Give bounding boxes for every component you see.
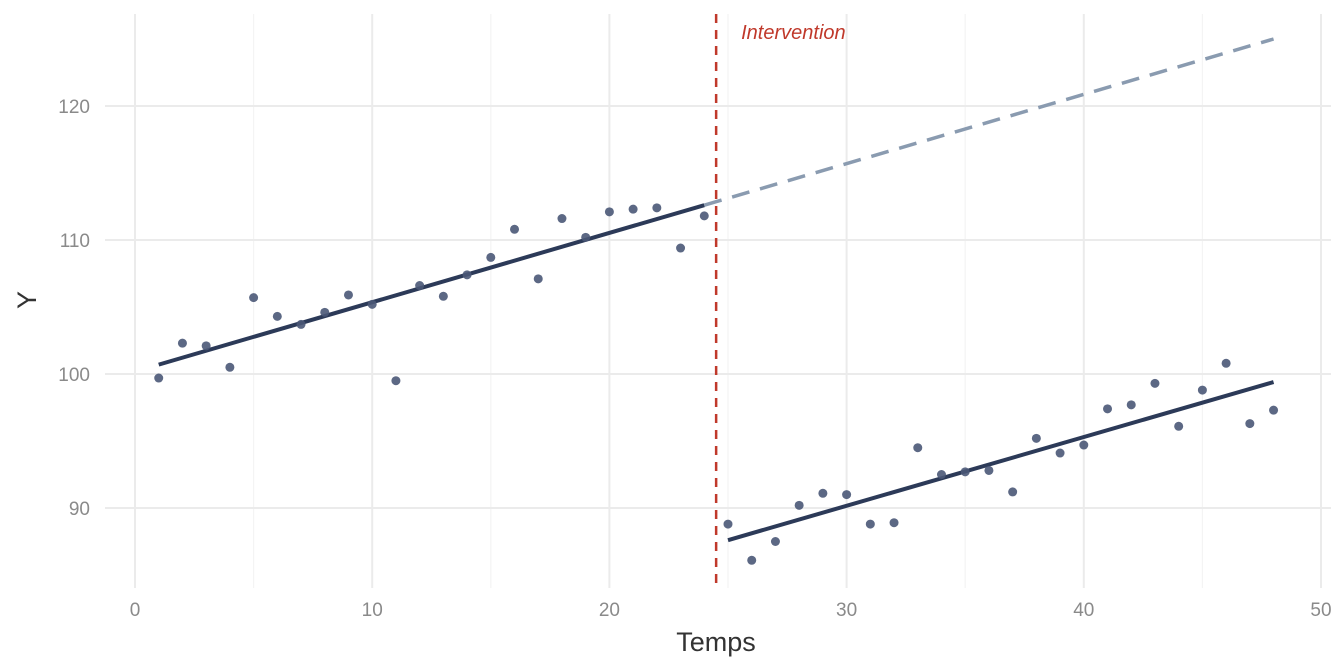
data-point: [438, 291, 448, 301]
y-axis-ticks: 90 100 110 120: [58, 97, 90, 520]
data-point: [1150, 378, 1160, 388]
data-point: [486, 252, 496, 262]
data-point: [1269, 405, 1279, 415]
data-point: [154, 373, 164, 383]
data-point: [1055, 448, 1065, 458]
x-axis-title: Temps: [676, 627, 756, 657]
data-point: [936, 470, 946, 479]
intervention-label: Intervention: [741, 22, 846, 44]
data-point: [818, 488, 828, 498]
data-point: [1197, 385, 1207, 395]
y-tick-label: 100: [58, 365, 90, 386]
trend-line-post-intervention-fit: [727, 380, 1275, 543]
data-point: [984, 465, 994, 475]
y-axis-title: Y: [12, 291, 42, 309]
trend-line-pre-intervention-fit: [158, 203, 705, 367]
trend-lines: [158, 37, 1275, 543]
data-point: [842, 490, 852, 500]
data-point: [1221, 358, 1231, 368]
data-point: [770, 537, 780, 546]
y-tick-label: 110: [60, 231, 90, 252]
data-point: [1008, 487, 1018, 497]
data-point: [201, 341, 211, 351]
data-point: [960, 467, 970, 477]
data-point: [794, 500, 804, 510]
x-tick-label: 20: [599, 600, 620, 621]
data-point: [367, 299, 377, 309]
y-tick-label: 90: [69, 499, 90, 520]
x-tick-label: 30: [836, 600, 857, 621]
data-point: [557, 214, 567, 224]
data-point: [272, 311, 282, 321]
data-point: [913, 443, 923, 453]
data-point: [296, 319, 306, 329]
data-point: [581, 232, 591, 242]
data-point: [1079, 440, 1089, 450]
x-tick-label: 50: [1310, 600, 1331, 621]
data-point: [225, 362, 235, 372]
data-point: [1126, 400, 1136, 410]
trend-line-counterfactual: [703, 37, 1275, 207]
data-point: [177, 338, 187, 348]
data-point: [699, 211, 709, 221]
data-point: [1174, 421, 1184, 431]
data-points: [154, 203, 1279, 565]
x-tick-label: 40: [1073, 600, 1094, 621]
data-point: [889, 518, 899, 528]
intervention-line-group: Intervention: [714, 14, 846, 588]
data-point: [865, 519, 875, 529]
data-point: [249, 293, 259, 303]
data-point: [652, 203, 662, 213]
x-axis-ticks: 0 10 20 30 40 50: [130, 600, 1332, 621]
data-point: [462, 270, 472, 280]
data-point: [343, 290, 353, 300]
data-point: [1031, 433, 1041, 443]
data-point: [604, 207, 614, 217]
data-point: [723, 519, 733, 529]
data-point: [510, 224, 520, 234]
data-point: [391, 376, 401, 386]
data-point: [415, 281, 425, 291]
data-point: [1103, 404, 1113, 414]
x-tick-label: 0: [130, 600, 141, 621]
x-tick-label: 10: [362, 600, 383, 621]
data-point: [320, 307, 330, 317]
y-tick-label: 120: [58, 97, 90, 118]
data-point: [1245, 419, 1255, 429]
data-point: [747, 555, 757, 565]
data-point: [533, 274, 543, 284]
data-point: [628, 204, 638, 214]
data-point: [676, 243, 686, 253]
grid: [105, 14, 1331, 588]
